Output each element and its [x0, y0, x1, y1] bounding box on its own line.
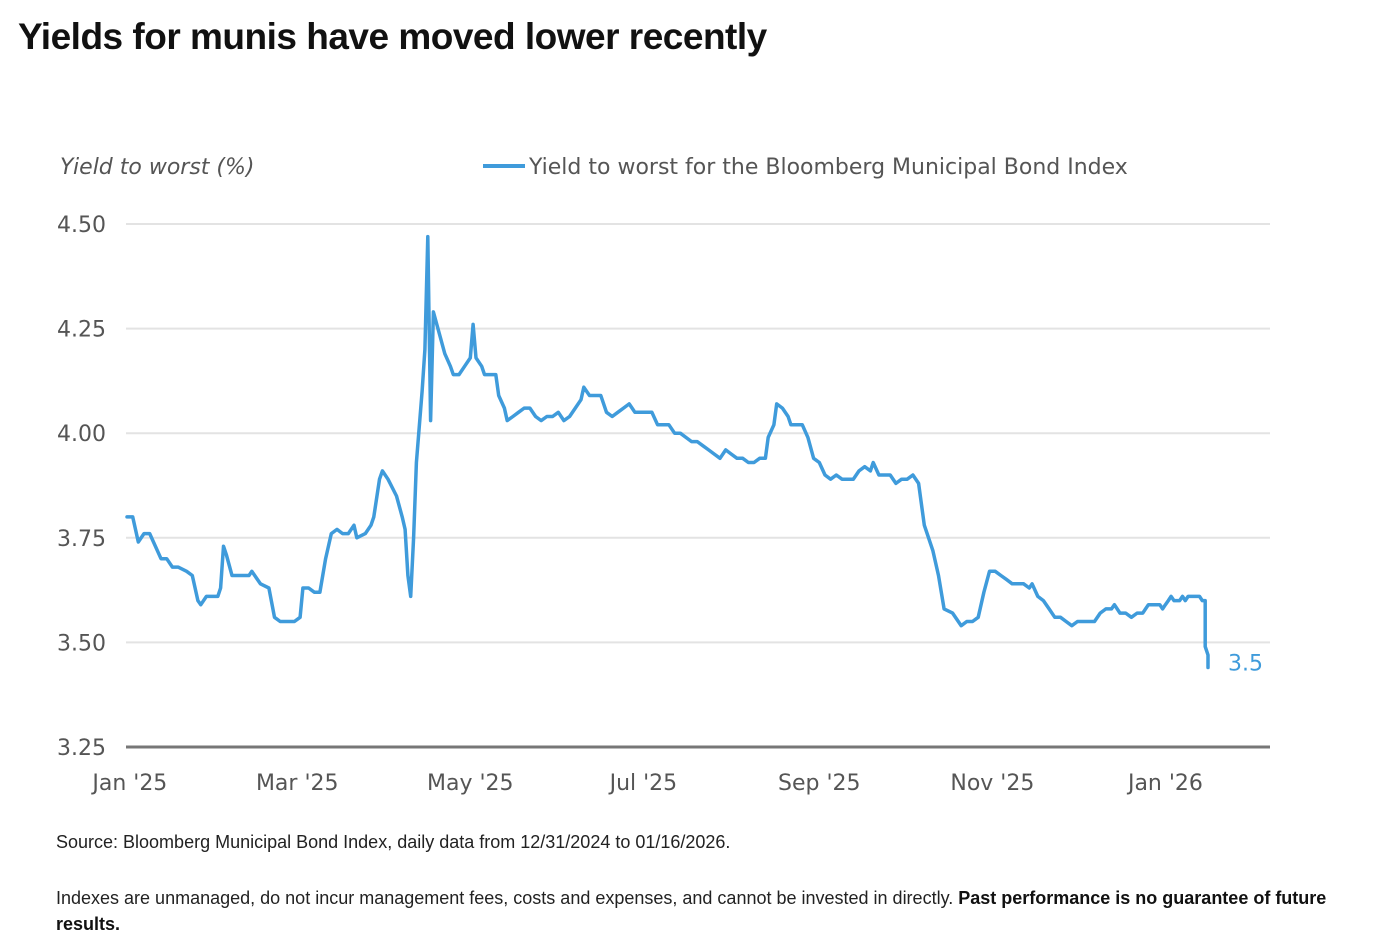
y-tick-label: 3.50 — [57, 631, 106, 656]
y-axis-label: Yield to worst (%) — [60, 155, 255, 180]
yield-chart: Yield to worst (%) Yield to worst for th… — [57, 155, 1270, 796]
disclaimer-text: Indexes are unmanaged, do not incur mana… — [56, 888, 959, 908]
end-value-label: 3.5 — [1228, 652, 1263, 677]
x-tick-label: Jan '26 — [1126, 771, 1203, 796]
x-tick-label: Jul '25 — [608, 771, 678, 796]
x-tick-label: Sep '25 — [778, 771, 861, 796]
x-axis-ticks: Jan '25 Mar '25 May '25 Jul '25 Sep '25 Nov '… — [90, 771, 1203, 796]
x-tick-label: Mar '25 — [256, 771, 339, 796]
source-note: Source: Bloomberg Municipal Bond Index, … — [56, 832, 731, 852]
y-tick-label: 4.00 — [57, 422, 106, 447]
x-tick-label: Jan '25 — [90, 771, 167, 796]
y-tick-label: 4.25 — [57, 318, 106, 343]
legend-label: Yield to worst for the Bloomberg Municip… — [528, 155, 1128, 180]
chart-title: Yields for munis have moved lower recent… — [18, 16, 767, 57]
disclaimer: Indexes are unmanaged, do not incur mana… — [56, 885, 1346, 937]
y-tick-label: 3.25 — [57, 736, 106, 761]
y-tick-label: 3.75 — [57, 527, 106, 552]
y-tick-label: 4.50 — [57, 213, 106, 238]
gridlines — [126, 223, 1270, 749]
disclaimer-bold-text: Past performance is no guarantee of futu… — [56, 888, 1327, 934]
y-axis-ticks: 3.25 3.50 3.75 4.00 4.25 4.50 — [57, 213, 106, 761]
x-tick-label: May '25 — [427, 771, 514, 796]
series-line-muni-yield — [125, 234, 1210, 670]
legend: Yield to worst for the Bloomberg Municip… — [483, 155, 1128, 180]
series-layer: 3.5 — [125, 234, 1263, 677]
x-tick-label: Nov '25 — [950, 771, 1034, 796]
